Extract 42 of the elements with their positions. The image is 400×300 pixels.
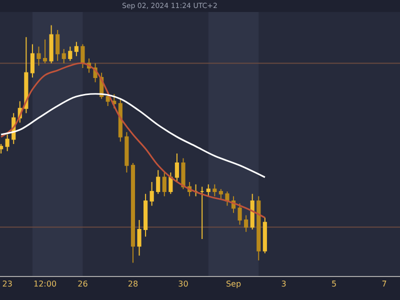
candlestick (225, 191, 230, 206)
candlestick (212, 184, 217, 197)
candlestick (238, 202, 242, 226)
x-tick-label: 3 (281, 280, 286, 289)
candlestick (137, 220, 142, 256)
candlestick (174, 153, 179, 183)
candlestick (262, 217, 267, 254)
candlestick (30, 44, 34, 78)
candlestick (200, 186, 204, 240)
candlestick (130, 162, 136, 264)
candlestick (250, 193, 254, 230)
x-tick-label: 26 (78, 280, 88, 289)
x-tick-label: 12:00 (34, 280, 57, 289)
candlestick (36, 46, 41, 66)
candlestick (168, 172, 173, 194)
candlestick (144, 193, 148, 238)
candlestick (206, 184, 210, 197)
candlestick (5, 134, 10, 152)
x-tick-label: 5 (331, 280, 337, 289)
candlestick (124, 132, 129, 174)
x-tick-label: 7 (382, 280, 387, 289)
candlestick (150, 182, 154, 206)
candlestick (68, 46, 72, 62)
x-tick-label: 23 (2, 280, 12, 289)
candlestick (56, 29, 60, 62)
candlestick (181, 158, 186, 190)
candlestick (118, 98, 122, 142)
candlestick (42, 38, 48, 64)
candlestick (256, 196, 261, 261)
x-tick-label: 28 (128, 280, 138, 289)
candlestick (74, 41, 78, 57)
candlestick (49, 24, 54, 64)
candlestick (80, 44, 85, 68)
candlestick (156, 170, 160, 194)
candlestick (218, 188, 223, 200)
candlestick (244, 214, 248, 232)
candlestick (24, 36, 28, 114)
x-tick-label: Sep (226, 280, 242, 289)
x-tick-label: 30 (178, 280, 188, 289)
candlestick (62, 48, 66, 64)
candlestick (162, 172, 166, 197)
candlestick (0, 144, 4, 154)
